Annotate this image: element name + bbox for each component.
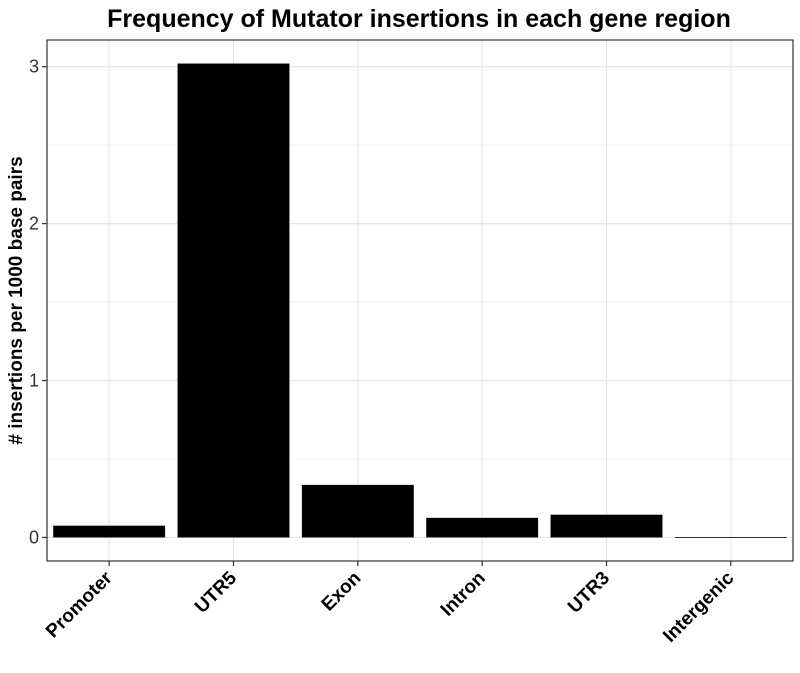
bar-exon: [301, 484, 414, 538]
plot-panel: [46, 39, 794, 562]
x-tick-label: Intergenic: [659, 567, 738, 646]
bar-intergenic: [674, 536, 787, 538]
x-tick-label: Intron: [437, 568, 490, 621]
bars: [53, 63, 787, 538]
y-tick-label: 1: [29, 371, 39, 391]
x-tick-label: UTR5: [191, 567, 241, 617]
x-tick-label: Promoter: [42, 567, 117, 642]
grid-lines: [47, 40, 793, 561]
chart-title: Frequency of Mutator insertions in each …: [107, 5, 731, 33]
bar-utr3: [550, 514, 663, 538]
bar-promoter: [53, 525, 166, 538]
y-axis: 0 1 2 3: [29, 57, 47, 547]
y-tick-label: 2: [29, 214, 39, 234]
y-tick-label: 3: [29, 57, 39, 77]
x-tick-label: UTR3: [564, 568, 614, 618]
bar-utr5: [177, 63, 290, 538]
y-axis-label: # insertions per 1000 base pairs: [6, 156, 27, 444]
bar-intron: [426, 517, 539, 538]
x-axis: Promoter UTR5 Exon Intron UTR3 Intergenic: [42, 561, 739, 647]
x-tick-label: Exon: [318, 568, 366, 616]
y-tick-label: 0: [29, 527, 39, 547]
